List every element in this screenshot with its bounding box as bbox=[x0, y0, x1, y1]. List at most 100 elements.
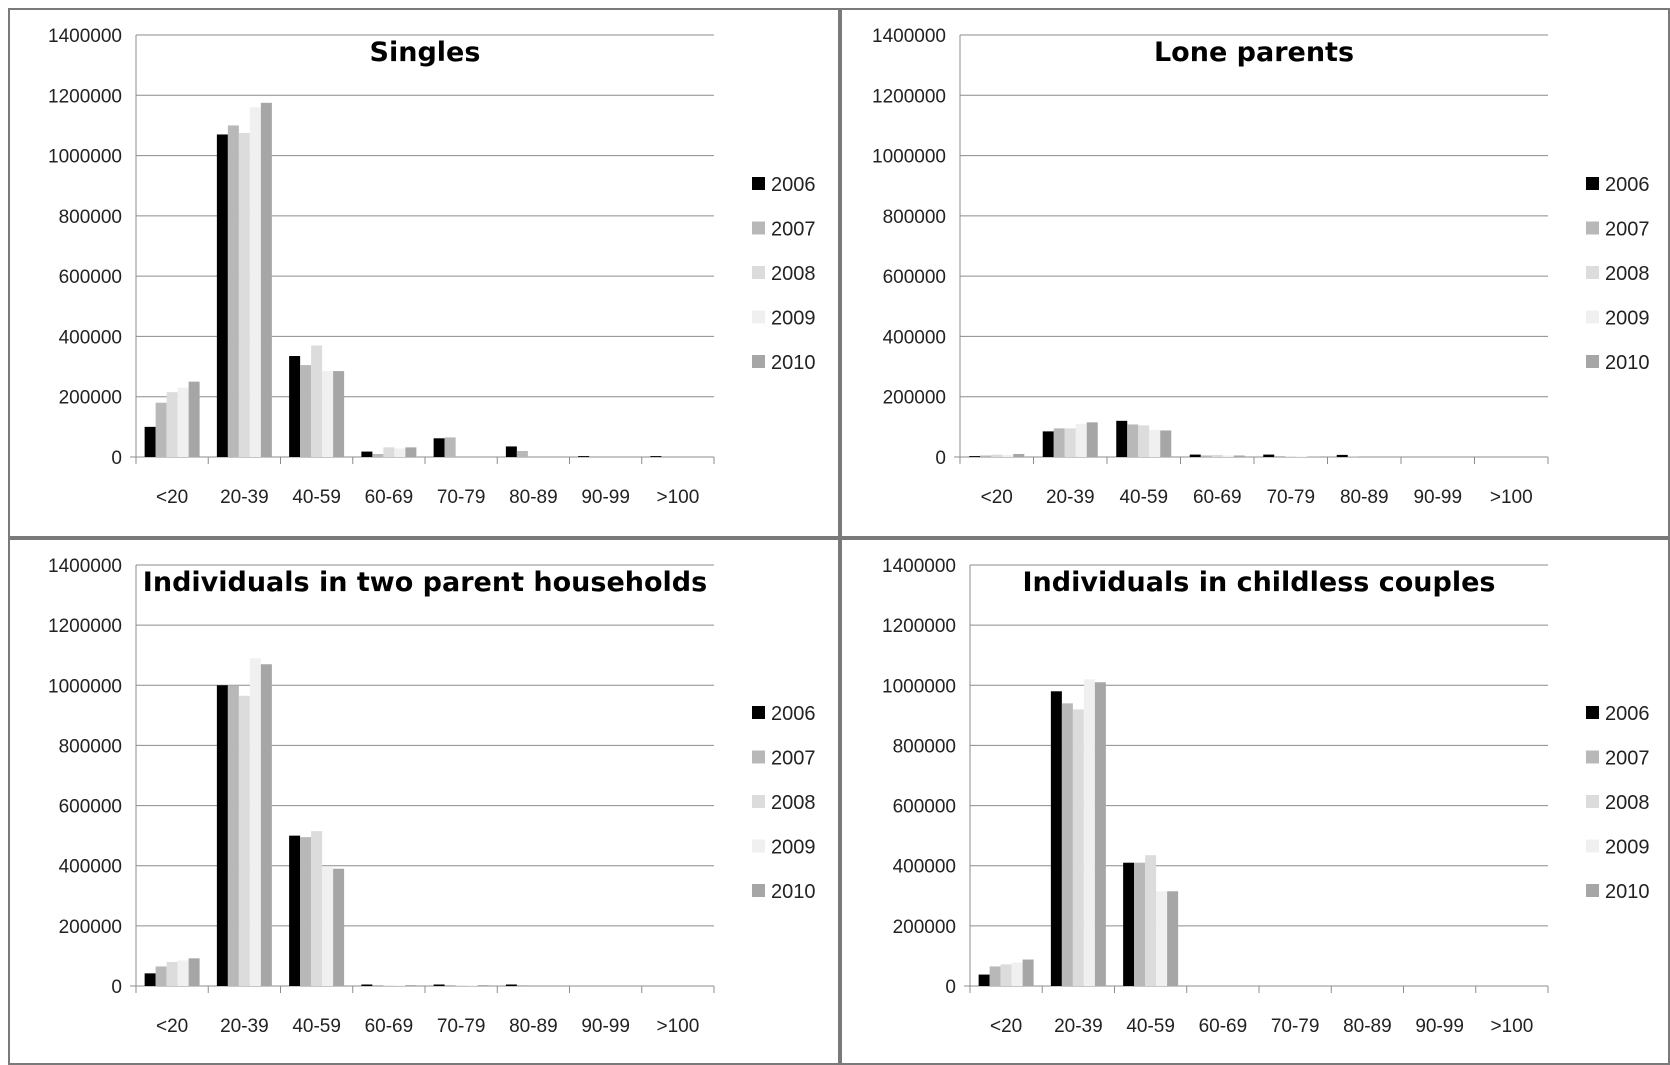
bar bbox=[361, 984, 373, 986]
bar bbox=[1127, 424, 1139, 457]
legend-swatch bbox=[1586, 266, 1599, 279]
legend-swatch bbox=[752, 839, 765, 853]
y-tick-label: 600000 bbox=[883, 267, 946, 288]
bar bbox=[978, 974, 990, 986]
y-tick-label: 1400000 bbox=[48, 26, 122, 47]
legend-swatch bbox=[752, 750, 765, 764]
legend-swatch bbox=[1586, 884, 1599, 897]
legend: 2006 2007 2008 2009 2010 bbox=[1586, 174, 1650, 374]
chart-title: Lone parents bbox=[1154, 37, 1354, 68]
legend-swatch bbox=[1586, 795, 1599, 808]
bar bbox=[1285, 456, 1297, 457]
legend-label: 2006 bbox=[1605, 174, 1650, 196]
bar bbox=[477, 985, 489, 986]
y-tick-label: 600000 bbox=[893, 797, 956, 818]
x-tick-label: 20-39 bbox=[220, 487, 269, 508]
chart-title: Individuals in childless couples bbox=[1023, 567, 1496, 598]
bar bbox=[1061, 703, 1073, 986]
y-tick-label: 1400000 bbox=[48, 556, 122, 577]
y-tick-label: 200000 bbox=[883, 388, 946, 409]
bar bbox=[166, 392, 178, 457]
x-tick-label: 70-79 bbox=[1266, 487, 1315, 508]
x-tick-label: 60-69 bbox=[365, 1016, 414, 1037]
y-axis-tick-labels: 0 200000 400000 600000 800000 1000000 1200000 1… bbox=[48, 556, 122, 998]
y-tick-label: 1200000 bbox=[882, 616, 956, 637]
bar bbox=[1296, 456, 1308, 457]
bar bbox=[333, 868, 345, 986]
bar bbox=[1233, 455, 1245, 457]
legend-label: 2007 bbox=[1605, 219, 1650, 241]
bar bbox=[405, 985, 417, 986]
x-axis-tick-labels: <20 20-39 40-59 60-69 70-79 80-89 90-99 >100 bbox=[156, 1016, 699, 1037]
x-axis-tick-labels: <20 20-39 40-59 60-69 70-79 80-89 90-99 >100 bbox=[156, 487, 699, 508]
chart-panel-childless-couples: 0 200000 400000 600000 800000 1000000 1200000 1… bbox=[840, 538, 1670, 1065]
series-2007 bbox=[980, 424, 1359, 457]
legend-label: 2006 bbox=[771, 703, 816, 725]
chart-childless-couples: 0 200000 400000 600000 800000 1000000 1200000 1… bbox=[882, 556, 1650, 1037]
bar bbox=[394, 985, 406, 986]
bar bbox=[1274, 456, 1286, 457]
y-tick-label: 400000 bbox=[59, 857, 122, 878]
chart-lone-parents: 0 200000 400000 600000 800000 1000000 1200000 1… bbox=[872, 26, 1650, 508]
x-tick-label: >100 bbox=[1490, 487, 1533, 508]
y-tick-label: 1000000 bbox=[872, 147, 946, 168]
bar bbox=[1134, 862, 1146, 986]
bar bbox=[1075, 423, 1087, 457]
x-tick-label: 20-39 bbox=[1046, 487, 1095, 508]
bar bbox=[1189, 454, 1201, 457]
chart-title: Singles bbox=[370, 37, 481, 68]
y-axis-tick-labels: 0 200000 400000 600000 800000 1000000 1200000 1… bbox=[872, 26, 946, 469]
x-tick-label: 20-39 bbox=[1054, 1016, 1103, 1037]
bar bbox=[227, 685, 239, 986]
legend-swatch bbox=[752, 221, 765, 235]
series-2007 bbox=[155, 125, 528, 457]
bar bbox=[238, 695, 250, 986]
x-tick-label: 80-89 bbox=[1340, 487, 1389, 508]
bar bbox=[300, 837, 312, 986]
y-tick-label: 600000 bbox=[59, 267, 122, 288]
bar bbox=[260, 664, 272, 986]
bar bbox=[1263, 454, 1275, 457]
bar bbox=[1013, 453, 1025, 457]
y-tick-label: 1000000 bbox=[882, 676, 956, 697]
bar bbox=[1042, 431, 1054, 457]
bar bbox=[394, 448, 406, 457]
legend-swatch bbox=[752, 795, 765, 808]
series-2008 bbox=[991, 425, 1297, 457]
series-2010 bbox=[1013, 422, 1319, 457]
legend-label: 2006 bbox=[1605, 703, 1650, 725]
legend-label: 2009 bbox=[1605, 837, 1650, 859]
y-tick-label: 1000000 bbox=[48, 147, 122, 168]
bar bbox=[1064, 428, 1076, 457]
bar bbox=[578, 456, 590, 457]
bars bbox=[144, 658, 528, 986]
bar bbox=[1160, 430, 1172, 457]
legend-swatch bbox=[752, 310, 765, 324]
x-axis-tick-labels: <20 20-39 40-59 60-69 70-79 80-89 90-99 >100 bbox=[990, 1016, 1533, 1037]
legend: 2006 2007 2008 2009 2010 bbox=[752, 703, 816, 903]
chart-title: Individuals in two parent households bbox=[143, 567, 707, 598]
x-tick-label: >100 bbox=[1490, 1016, 1533, 1037]
legend-label: 2010 bbox=[771, 881, 816, 903]
bar bbox=[155, 966, 167, 986]
y-tick-label: 400000 bbox=[883, 327, 946, 348]
y-tick-label: 800000 bbox=[893, 736, 956, 757]
bar bbox=[1145, 855, 1157, 986]
legend-label: 2010 bbox=[1605, 352, 1650, 374]
legend-label: 2010 bbox=[1605, 881, 1650, 903]
y-tick-label: 1400000 bbox=[882, 556, 956, 577]
y-tick-label: 0 bbox=[945, 977, 956, 998]
bar bbox=[1156, 891, 1168, 986]
bar bbox=[188, 381, 200, 457]
series-2007 bbox=[155, 685, 528, 986]
series-2010 bbox=[188, 102, 417, 458]
x-tick-label: >100 bbox=[656, 487, 699, 508]
legend-label: 2009 bbox=[771, 837, 816, 859]
y-axis-tick-labels: 0 200000 400000 600000 800000 1000000 1200000 1… bbox=[48, 26, 122, 469]
bar bbox=[166, 961, 178, 986]
chart-two-parent-households: 0 200000 400000 600000 800000 1000000 1200000 1… bbox=[48, 556, 816, 1037]
bar bbox=[383, 447, 395, 457]
x-tick-label: 70-79 bbox=[437, 1016, 486, 1037]
legend-swatch bbox=[1586, 750, 1599, 764]
x-tick-label: 60-69 bbox=[1193, 487, 1242, 508]
